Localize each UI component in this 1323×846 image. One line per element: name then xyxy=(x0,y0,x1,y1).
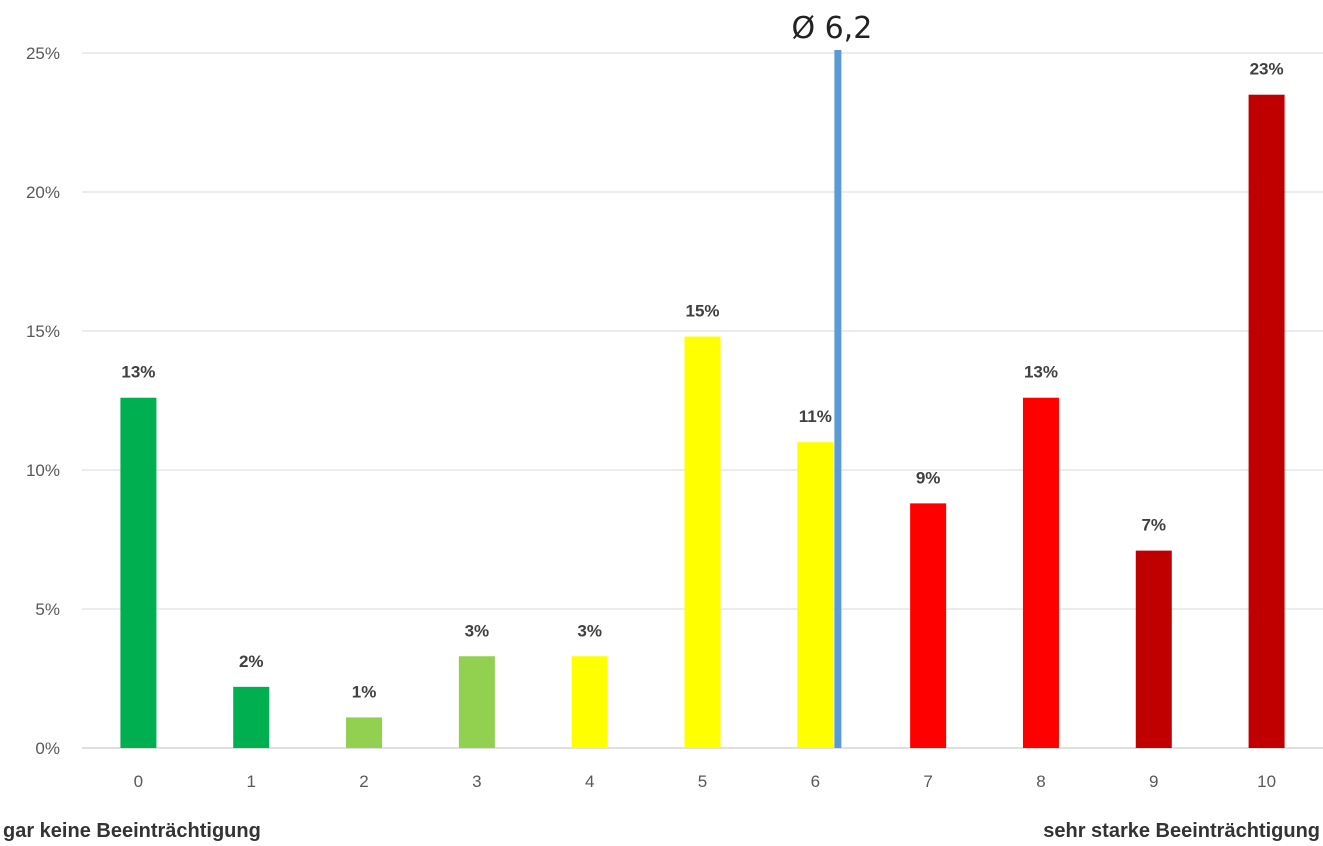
mean-marker: Ø 6,2 xyxy=(791,11,872,748)
y-tick-label: 20% xyxy=(26,183,60,202)
y-axis: 0% 5% 10% 15% 20% 25% xyxy=(26,44,60,758)
x-tick-label: 3 xyxy=(472,772,481,791)
mean-label: Ø 6,2 xyxy=(791,11,872,46)
x-axis-left-label: gar keine Beeinträchtigung xyxy=(3,820,261,842)
y-tick-label: 5% xyxy=(35,600,60,619)
x-tick-label: 7 xyxy=(923,772,932,791)
x-tick-label: 5 xyxy=(698,772,707,791)
x-axis: 0 1 2 3 4 5 6 7 8 9 10 xyxy=(134,772,1276,791)
data-label: 1% xyxy=(352,682,377,701)
bars xyxy=(120,94,1285,748)
data-label: 9% xyxy=(916,468,941,487)
bar xyxy=(1022,397,1059,748)
y-tick-label: 15% xyxy=(26,322,60,341)
y-tick-label: 10% xyxy=(26,461,60,480)
data-label: 3% xyxy=(577,621,602,640)
data-label: 23% xyxy=(1250,60,1284,79)
y-tick-label: 25% xyxy=(26,44,60,63)
data-labels: 13% 2% 1% 3% 3% 15% 11% 9% 13% 7% 23% xyxy=(121,60,1283,702)
x-tick-label: 10 xyxy=(1257,772,1276,791)
data-label: 2% xyxy=(239,652,264,671)
bar xyxy=(346,717,383,748)
data-label: 3% xyxy=(465,621,490,640)
bar xyxy=(120,397,157,748)
bar xyxy=(233,686,270,748)
bar xyxy=(571,656,608,748)
x-tick-label: 8 xyxy=(1036,772,1045,791)
x-axis-right-label: sehr starke Beeinträchtigung xyxy=(1043,820,1320,842)
data-label: 15% xyxy=(685,302,719,321)
x-tick-label: 1 xyxy=(246,772,255,791)
data-label: 11% xyxy=(799,407,832,426)
y-tick-label: 0% xyxy=(35,739,60,758)
x-tick-label: 6 xyxy=(811,772,820,791)
x-tick-label: 4 xyxy=(585,772,594,791)
data-label: 7% xyxy=(1141,516,1166,535)
data-label: 13% xyxy=(1024,363,1058,382)
data-label: 13% xyxy=(121,363,155,382)
x-tick-label: 2 xyxy=(359,772,368,791)
bar xyxy=(684,336,721,748)
bar xyxy=(1248,94,1285,748)
bar xyxy=(910,503,947,748)
bar xyxy=(1135,550,1172,748)
x-tick-label: 9 xyxy=(1149,772,1158,791)
x-tick-label: 0 xyxy=(134,772,143,791)
bar xyxy=(797,442,834,748)
bar xyxy=(458,656,495,748)
